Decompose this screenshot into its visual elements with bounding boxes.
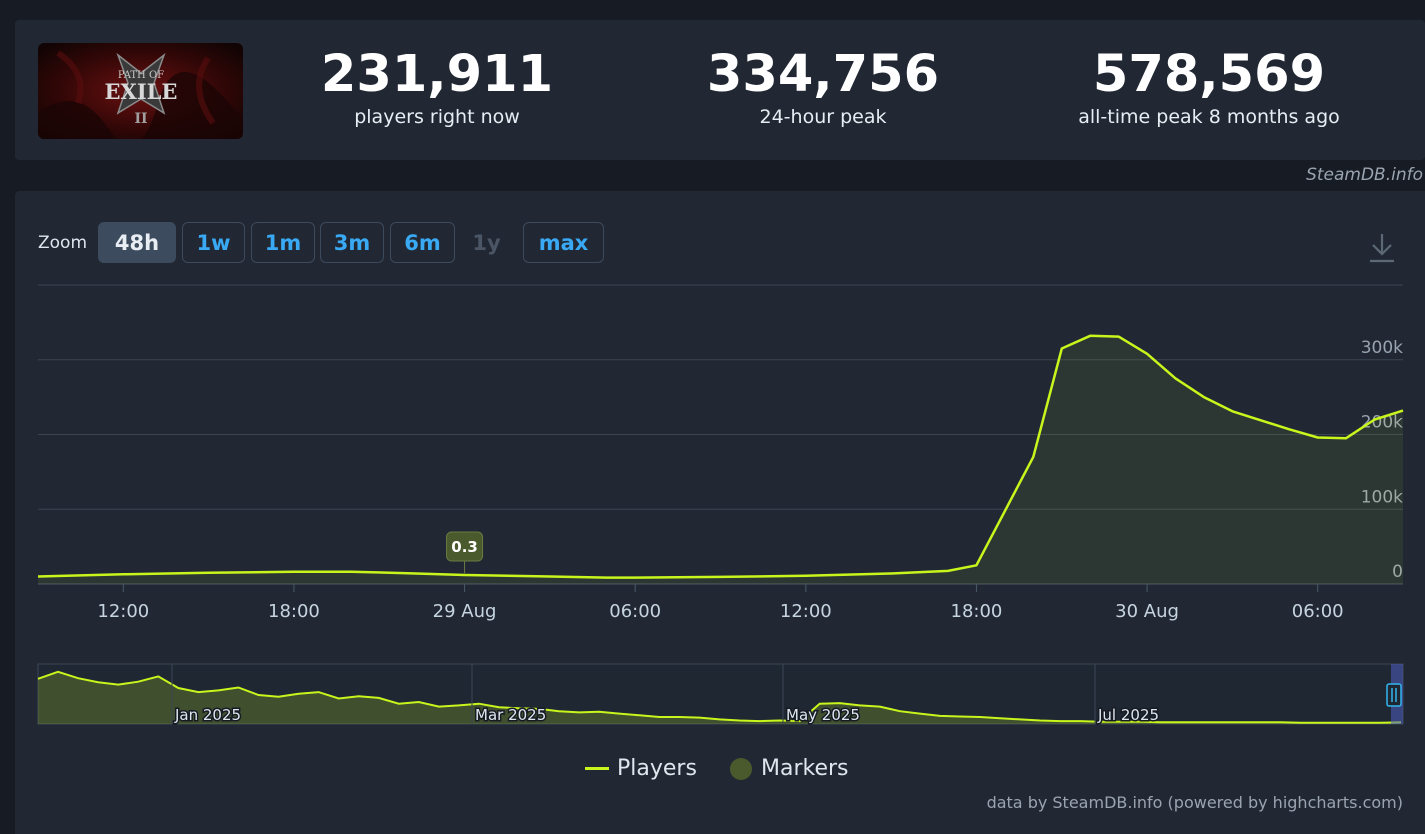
navigator-label: May 2025: [786, 706, 860, 724]
peak-24h-value: 334,756: [706, 45, 940, 104]
x-tick-label: 12:00: [780, 601, 832, 622]
marker-badge: [446, 531, 484, 562]
x-tick-label: 06:00: [1292, 601, 1344, 622]
zoom-1m-button[interactable]: 1m: [251, 222, 315, 263]
peak-24h-label: 24-hour peak: [759, 106, 887, 128]
navigator-frame[interactable]: [37, 663, 1404, 725]
navigator-handle-grip-icon: [1391, 688, 1397, 702]
y-tick-label: 0: [1392, 562, 1403, 582]
x-tick-label: 12:00: [97, 601, 149, 622]
y-tick-label: 100k: [1361, 487, 1403, 507]
y-tick-label: 300k: [1361, 338, 1403, 358]
navigator-label: Jan 2025: [174, 706, 241, 724]
stat-current-players: 231,911 players right now: [257, 45, 617, 129]
steamdb-watermark: SteamDB.info: [1306, 165, 1423, 185]
legend-item-players[interactable]: Players: [585, 756, 697, 781]
alltime-peak-label: all-time peak 8 months ago: [1078, 106, 1340, 128]
players-legend-line-icon: [585, 767, 609, 770]
markers-legend-dot-icon: [730, 757, 752, 780]
stat-alltime-peak: 578,569 all-time peak 8 months ago: [1029, 45, 1389, 129]
game-logo-art: PATH OF EXILE II: [38, 43, 243, 139]
download-icon[interactable]: [1369, 232, 1395, 264]
alltime-peak-value: 578,569: [1092, 45, 1326, 104]
x-tick-label: 18:00: [268, 601, 320, 622]
game-logo[interactable]: PATH OF EXILE II: [38, 43, 243, 139]
logo-mark: II: [134, 111, 147, 127]
zoom-48h-button[interactable]: 48h: [98, 222, 176, 263]
zoom-label: Zoom: [38, 233, 88, 253]
legend-markers-label: Markers: [761, 756, 849, 781]
players-line: [37, 334, 1404, 579]
zoom-6m-button[interactable]: 6m: [390, 222, 455, 263]
chart-credits[interactable]: data by SteamDB.info (powered by highcha…: [986, 793, 1403, 812]
y-tick-label: 200k: [1361, 413, 1403, 433]
logo-line1: PATH OF: [118, 70, 164, 81]
navigator-label: Jul 2025: [1097, 706, 1159, 724]
marker-label: 0.3: [451, 538, 478, 556]
zoom-max-button[interactable]: max: [523, 222, 604, 263]
players-chart: 12:00 18:00 29 Aug 06:00 12:00 18:00 30 Aug 06:…: [37, 284, 1404, 726]
navigator-area: [38, 671, 1401, 724]
zoom-1w-button[interactable]: 1w: [182, 222, 245, 263]
legend-item-markers[interactable]: Markers: [730, 756, 849, 781]
navigator-handle[interactable]: [1386, 683, 1402, 707]
stat-24h-peak: 334,756 24-hour peak: [643, 45, 1003, 129]
zoom-1y-button: 1y: [460, 222, 513, 263]
navigator-label: Mar 2025: [475, 706, 546, 724]
current-players-value: 231,911: [320, 45, 554, 104]
logo-line2: EXILE: [105, 79, 178, 104]
x-tick-label: 18:00: [951, 601, 1003, 622]
zoom-3m-button[interactable]: 3m: [320, 222, 384, 263]
x-tick-label: 30 Aug: [1115, 601, 1179, 622]
x-tick-label: 29 Aug: [433, 601, 497, 622]
x-tick-label: 06:00: [609, 601, 661, 622]
current-players-label: players right now: [354, 106, 520, 128]
players-area: [38, 335, 1403, 584]
stats-panel: PATH OF EXILE II 231,911 players right n…: [15, 20, 1425, 160]
legend-players-label: Players: [617, 756, 697, 781]
chart-panel: Zoom 48h 1w 1m 3m 6m 1y max 12:00 18:00 29…: [15, 191, 1425, 834]
navigator-line: [37, 670, 1402, 724]
